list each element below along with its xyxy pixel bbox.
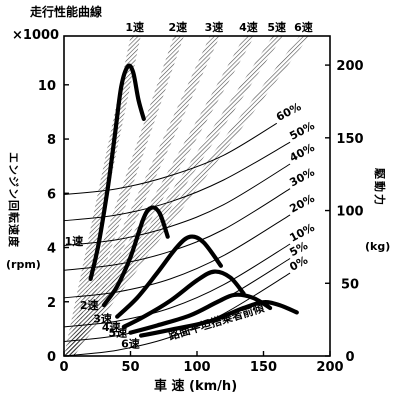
- drive-force-curve-gear-6: [139, 300, 299, 338]
- y-right-tick-label: 200: [336, 59, 363, 74]
- x-tick-label: 200: [316, 360, 343, 375]
- gear-band-5: [64, 36, 283, 356]
- y-left-tick-label: 2: [47, 296, 56, 311]
- gear-curve-label-5: 5速: [109, 326, 128, 340]
- gear-top-label-3: 3速: [205, 20, 224, 34]
- gear-top-label-1: 1速: [125, 20, 144, 34]
- x-tick-label: 50: [121, 360, 139, 375]
- gear-curve-label-3: 3速: [93, 312, 112, 326]
- y-left-tick-label: 8: [47, 133, 56, 148]
- x-tick-label: 150: [250, 360, 277, 375]
- y-left-axis-unit: (rpm): [6, 258, 41, 271]
- grade-label-0pct: 0%: [287, 253, 310, 273]
- drive-force-curve-gear-2: [101, 205, 170, 308]
- gear-curve-label-2: 2速: [80, 298, 99, 312]
- grade-curve-30pct: [63, 188, 291, 271]
- road-resistance-label: 路面平坦搭乗者前傾: [167, 300, 267, 343]
- y-left-tick-label: 6: [47, 187, 56, 202]
- x-tick-label: 0: [59, 360, 68, 375]
- gear-curve-label-6: 6速: [121, 337, 140, 351]
- chart-title: 走行性能曲線: [30, 4, 102, 19]
- grade-label-60pct: 60%: [274, 100, 303, 124]
- grade-curve-60pct: [63, 122, 278, 195]
- y-left-tick-label: 10: [38, 79, 56, 94]
- gear-top-label-6: 6速: [294, 20, 313, 34]
- grade-curve-0pct: [63, 272, 291, 357]
- y-left-tick-label: 4: [47, 242, 56, 257]
- axis-ticks: [63, 64, 331, 357]
- gear-top-label-2: 2速: [169, 20, 188, 34]
- grade-label-40pct: 40%: [287, 141, 316, 165]
- y-left-tick-label: 0: [47, 350, 56, 365]
- drive-force-curve-gear-1: [88, 63, 146, 281]
- gear-band-2: [64, 36, 184, 356]
- drive-force-curve-gear-5: [128, 292, 273, 335]
- drive-force-curve-gear-4: [121, 269, 246, 329]
- gear-band-1: [64, 36, 141, 356]
- x-tick-label: 100: [183, 360, 210, 375]
- y-right-tick-label: 0: [345, 350, 354, 365]
- grade-curve-40pct: [63, 163, 291, 246]
- y-left-axis-label: エンジン回転速度: [7, 152, 21, 248]
- grade-label-50pct: 50%: [287, 119, 316, 143]
- y-right-axis-unit: (kg): [365, 240, 390, 253]
- grade-curve-10pct: [63, 243, 291, 328]
- x-axis-label: 車 速 (km/h): [154, 378, 237, 394]
- gear-curve-label-1: 1速: [65, 234, 84, 248]
- gear-band-4: [64, 36, 255, 356]
- y-right-tick-label: 150: [336, 132, 363, 147]
- y-left-multiplier: ×1000: [12, 28, 59, 43]
- grade-label-20pct: 20%: [287, 192, 316, 216]
- y-right-axis-label: 駆動力: [373, 168, 387, 207]
- gear-band-3: [64, 36, 220, 356]
- gear-top-label-4: 4速: [239, 20, 258, 34]
- drive-force-curve-gear-3: [115, 234, 223, 319]
- y-right-tick-label: 50: [341, 277, 359, 292]
- grade-label-30pct: 30%: [287, 166, 316, 190]
- grade-curve-20pct: [63, 214, 291, 299]
- drive-force-curves: [88, 63, 299, 338]
- gear-curve-label-4: 4速: [102, 320, 121, 334]
- grade-labels: 60%50%40%30%20%10%5%0%: [274, 100, 317, 274]
- gear-top-label-5: 5速: [267, 20, 286, 34]
- y-right-tick-label: 100: [336, 205, 363, 220]
